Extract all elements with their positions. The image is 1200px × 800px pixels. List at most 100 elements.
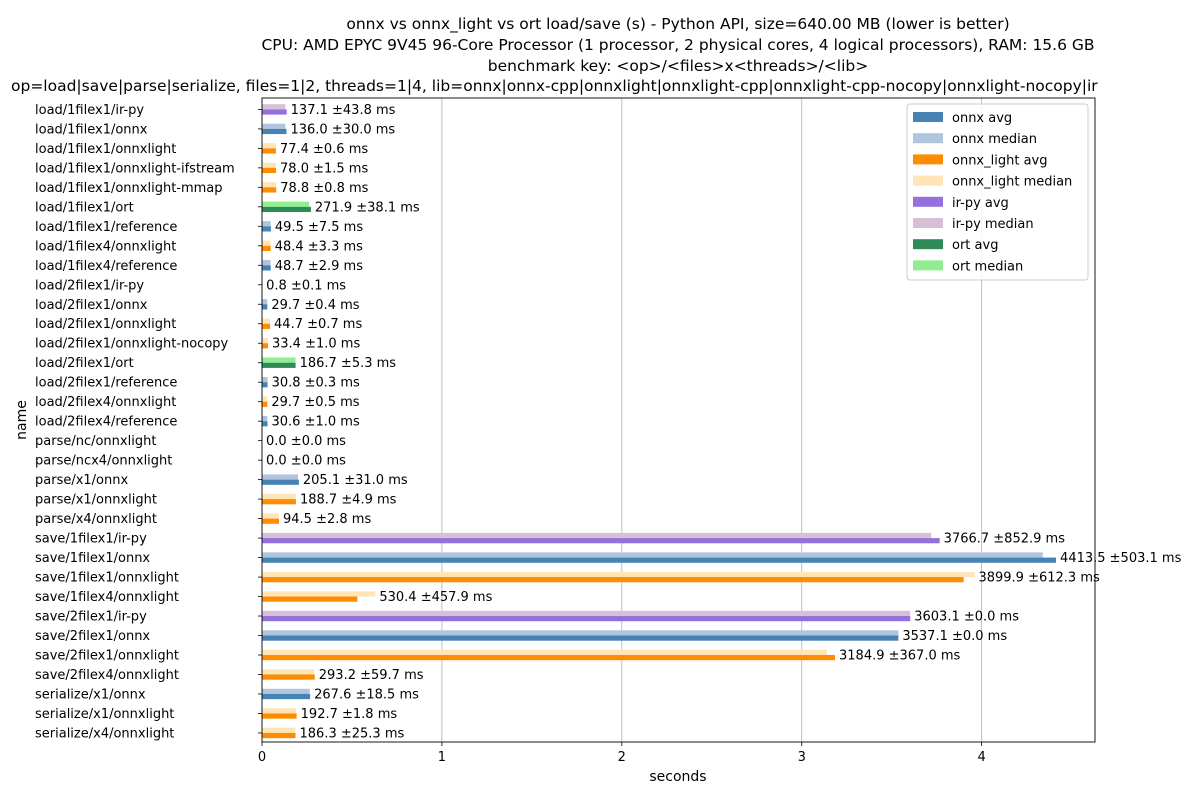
- value-label: 0.0 ±0.0 ms: [266, 434, 346, 449]
- median-bar: [262, 727, 296, 733]
- value-label: 3184.9 ±367.0 ms: [839, 648, 961, 663]
- avg-bar: [262, 479, 299, 485]
- title-line-4: op=load|save|parse|serialize, files=1|2,…: [11, 77, 1098, 95]
- value-label: 48.7 ±2.9 ms: [275, 259, 363, 274]
- row-name-label: save/2filex4/onnxlight: [35, 668, 179, 683]
- value-label: 44.7 ±0.7 ms: [274, 317, 362, 332]
- legend: onnx avg onnx median onnx_light avg onnx_li…: [906, 103, 1089, 281]
- value-label: 530.4 ±457.9 ms: [379, 590, 492, 605]
- x-tick-label: 1: [438, 750, 446, 765]
- median-bar: [262, 415, 268, 422]
- value-label: 0.8 ±0.1 ms: [266, 278, 346, 293]
- row-name-label: load/2filex1/ir-py: [35, 278, 144, 293]
- row-name-label: load/2filex4/reference: [35, 415, 177, 430]
- avg-bar: [262, 382, 268, 388]
- median-bar: [262, 552, 1043, 558]
- y-axis-label: name: [14, 400, 30, 440]
- value-label: 29.7 ±0.4 ms: [271, 298, 359, 313]
- value-label: 137.1 ±43.8 ms: [291, 103, 396, 118]
- median-bar: [262, 338, 268, 344]
- avg-bar: [262, 557, 1057, 563]
- median-bar: [262, 260, 271, 266]
- avg-bar: [262, 538, 940, 544]
- row-name-label: load/1filex1/reference: [35, 220, 177, 235]
- row-name-label: load/1filex1/ir-py: [35, 103, 144, 118]
- avg-bar: [262, 654, 836, 661]
- median-bar: [262, 610, 911, 617]
- row-name-label: serialize/x1/onnx: [35, 687, 146, 702]
- median-bar: [262, 532, 932, 539]
- value-label: 30.6 ±1.0 ms: [272, 415, 360, 430]
- legend-label: ort median: [952, 259, 1023, 274]
- value-label: 29.7 ±0.5 ms: [271, 395, 359, 410]
- row-name-label: save/2filex1/onnx: [35, 629, 150, 644]
- avg-bar: [262, 362, 296, 368]
- avg-bar: [262, 148, 276, 154]
- legend-swatch: [913, 112, 943, 122]
- median-bar: [262, 240, 271, 246]
- row-name-label: serialize/x1/onnxlight: [35, 707, 174, 722]
- value-label: 49.5 ±7.5 ms: [275, 220, 363, 235]
- title-line-1: onnx vs onnx_light vs ort load/save (s) …: [346, 15, 1009, 34]
- row-name-label: load/2filex1/onnx: [35, 298, 148, 313]
- legend-label: onnx median: [952, 132, 1037, 147]
- median-bar: [262, 123, 286, 129]
- legend-swatch: [913, 218, 943, 228]
- value-label: 4413.5 ±503.1 ms: [1060, 551, 1182, 566]
- value-label: 3603.1 ±0.0 ms: [914, 610, 1019, 625]
- row-name-label: parse/ncx4/onnxlight: [35, 454, 172, 469]
- avg-bar: [262, 674, 315, 680]
- row-name-label: load/1filex1/ort: [35, 200, 134, 215]
- row-name-label: load/1filex1/onnxlight-mmap: [35, 181, 223, 196]
- value-label: 136.0 ±30.0 ms: [290, 122, 395, 137]
- legend-swatch: [913, 175, 943, 186]
- median-bar: [262, 630, 899, 636]
- legend-swatch: [913, 196, 943, 207]
- row-name-label: parse/x1/onnxlight: [35, 493, 157, 508]
- value-label: 186.7 ±5.3 ms: [300, 356, 397, 371]
- value-label: 0.0 ±0.0 ms: [266, 454, 346, 469]
- legend-label: onnx avg: [952, 111, 1012, 126]
- row-name-label: save/1filex4/onnxlight: [35, 590, 179, 605]
- value-label: 188.7 ±4.9 ms: [300, 493, 397, 508]
- median-bar: [262, 513, 279, 519]
- value-label: 192.7 ±1.8 ms: [301, 707, 398, 722]
- row-name-label: save/1filex1/ir-py: [35, 532, 147, 547]
- avg-bar: [262, 577, 964, 583]
- avg-bar: [262, 635, 899, 641]
- row-name-label: parse/x4/onnxlight: [35, 512, 157, 527]
- legend-label: ort avg: [952, 238, 998, 253]
- value-label: 77.4 ±0.6 ms: [280, 142, 368, 157]
- value-label: 30.8 ±0.3 ms: [272, 376, 360, 391]
- avg-bar: [262, 304, 268, 310]
- value-label: 267.6 ±18.5 ms: [314, 687, 419, 702]
- row-name-label: load/1filex1/onnx: [35, 122, 148, 137]
- median-bar: [262, 669, 315, 675]
- median-bar: [262, 182, 277, 188]
- median-bar: [262, 357, 296, 363]
- avg-bar: [262, 401, 268, 407]
- x-tick-label: 2: [618, 750, 626, 765]
- chart-title: onnx vs onnx_light vs ort load/save (s) …: [11, 15, 1098, 95]
- avg-bar: [262, 226, 271, 232]
- row-name-label: load/2filex1/reference: [35, 376, 177, 391]
- title-line-3: benchmark key: <op>/<files>x<threads>/<l…: [488, 57, 868, 75]
- avg-bar: [262, 518, 280, 524]
- avg-bar: [262, 265, 271, 271]
- median-bar: [262, 396, 268, 402]
- value-label: 3766.7 ±852.9 ms: [944, 532, 1066, 547]
- legend-label: ir-py avg: [952, 196, 1009, 211]
- median-bar: [262, 591, 376, 597]
- median-bar: [262, 221, 271, 227]
- row-name-label: load/1filex1/onnxlight: [35, 142, 176, 157]
- avg-bar: [262, 206, 311, 213]
- value-label: 94.5 ±2.8 ms: [283, 512, 371, 527]
- legend-swatch: [913, 239, 943, 250]
- median-bar: [262, 493, 296, 500]
- median-bar: [262, 104, 286, 110]
- value-label: 271.9 ±38.1 ms: [315, 200, 420, 215]
- avg-bar: [262, 343, 269, 349]
- row-name-label: load/2filex1/ort: [35, 356, 134, 371]
- row-name-label: load/1filex4/reference: [35, 259, 177, 274]
- avg-bar: [262, 323, 271, 329]
